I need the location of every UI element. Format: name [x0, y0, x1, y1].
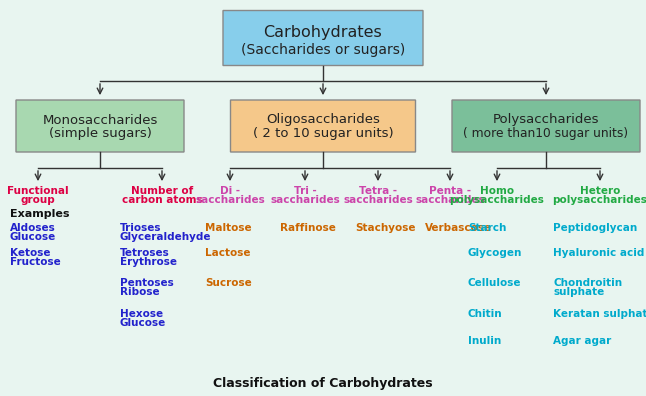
- Text: Tetra -: Tetra -: [359, 186, 397, 196]
- Text: group: group: [21, 195, 56, 205]
- Text: Homo: Homo: [480, 186, 514, 196]
- Text: saccharides: saccharides: [343, 195, 413, 205]
- Text: Starch: Starch: [468, 223, 506, 233]
- Text: Chitin: Chitin: [468, 309, 503, 319]
- Text: ( 2 to 10 sugar units): ( 2 to 10 sugar units): [253, 128, 393, 141]
- Text: Penta -: Penta -: [429, 186, 471, 196]
- Text: Peptidoglycan: Peptidoglycan: [553, 223, 637, 233]
- Text: Functional: Functional: [7, 186, 69, 196]
- Text: polysaccharides: polysaccharides: [552, 195, 646, 205]
- Text: Stachyose: Stachyose: [355, 223, 415, 233]
- Text: Monosaccharides: Monosaccharides: [42, 114, 158, 126]
- Text: saccharides: saccharides: [195, 195, 265, 205]
- Text: (Saccharides or sugars): (Saccharides or sugars): [241, 43, 405, 57]
- Text: Pentoses: Pentoses: [120, 278, 174, 288]
- Text: Maltose: Maltose: [205, 223, 252, 233]
- Text: Tri -: Tri -: [294, 186, 317, 196]
- Text: Polysaccharides: Polysaccharides: [493, 114, 599, 126]
- Text: Tetroses: Tetroses: [120, 248, 170, 258]
- Text: saccharides: saccharides: [415, 195, 485, 205]
- Text: Glucose: Glucose: [120, 318, 166, 328]
- Text: Hyaluronic acid: Hyaluronic acid: [553, 248, 644, 258]
- Text: Di -: Di -: [220, 186, 240, 196]
- Text: Ketose: Ketose: [10, 248, 50, 258]
- Text: Aldoses: Aldoses: [10, 223, 56, 233]
- Text: Fructose: Fructose: [10, 257, 61, 267]
- Text: Examples: Examples: [10, 209, 70, 219]
- FancyBboxPatch shape: [16, 100, 184, 152]
- Text: polysaccharides: polysaccharides: [450, 195, 545, 205]
- Text: Number of: Number of: [131, 186, 193, 196]
- FancyBboxPatch shape: [231, 100, 415, 152]
- Text: ( more than10 sugar units): ( more than10 sugar units): [463, 128, 629, 141]
- Text: Ribose: Ribose: [120, 287, 160, 297]
- Text: sulphate: sulphate: [553, 287, 604, 297]
- Text: Glyceraldehyde: Glyceraldehyde: [120, 232, 211, 242]
- Text: Cellulose: Cellulose: [468, 278, 521, 288]
- Text: Hexose: Hexose: [120, 309, 163, 319]
- Text: Agar agar: Agar agar: [553, 336, 611, 346]
- Text: Sucrose: Sucrose: [205, 278, 252, 288]
- Text: Glucose: Glucose: [10, 232, 56, 242]
- Text: Erythrose: Erythrose: [120, 257, 177, 267]
- Text: Verbascose: Verbascose: [425, 223, 492, 233]
- Text: Chondroitin: Chondroitin: [553, 278, 622, 288]
- Text: Lactose: Lactose: [205, 248, 251, 258]
- Text: (simple sugars): (simple sugars): [48, 128, 151, 141]
- FancyBboxPatch shape: [452, 100, 640, 152]
- Text: Raffinose: Raffinose: [280, 223, 336, 233]
- Text: Trioses: Trioses: [120, 223, 162, 233]
- Text: Keratan sulphate: Keratan sulphate: [553, 309, 646, 319]
- Text: Oligosaccharides: Oligosaccharides: [266, 114, 380, 126]
- FancyBboxPatch shape: [223, 11, 423, 65]
- Text: saccharides: saccharides: [270, 195, 340, 205]
- Text: Hetero: Hetero: [580, 186, 620, 196]
- Text: Inulin: Inulin: [468, 336, 501, 346]
- Text: carbon atoms: carbon atoms: [121, 195, 202, 205]
- Text: Carbohydrates: Carbohydrates: [264, 25, 382, 40]
- Text: Classification of Carbohydrates: Classification of Carbohydrates: [213, 377, 433, 390]
- Text: Glycogen: Glycogen: [468, 248, 523, 258]
